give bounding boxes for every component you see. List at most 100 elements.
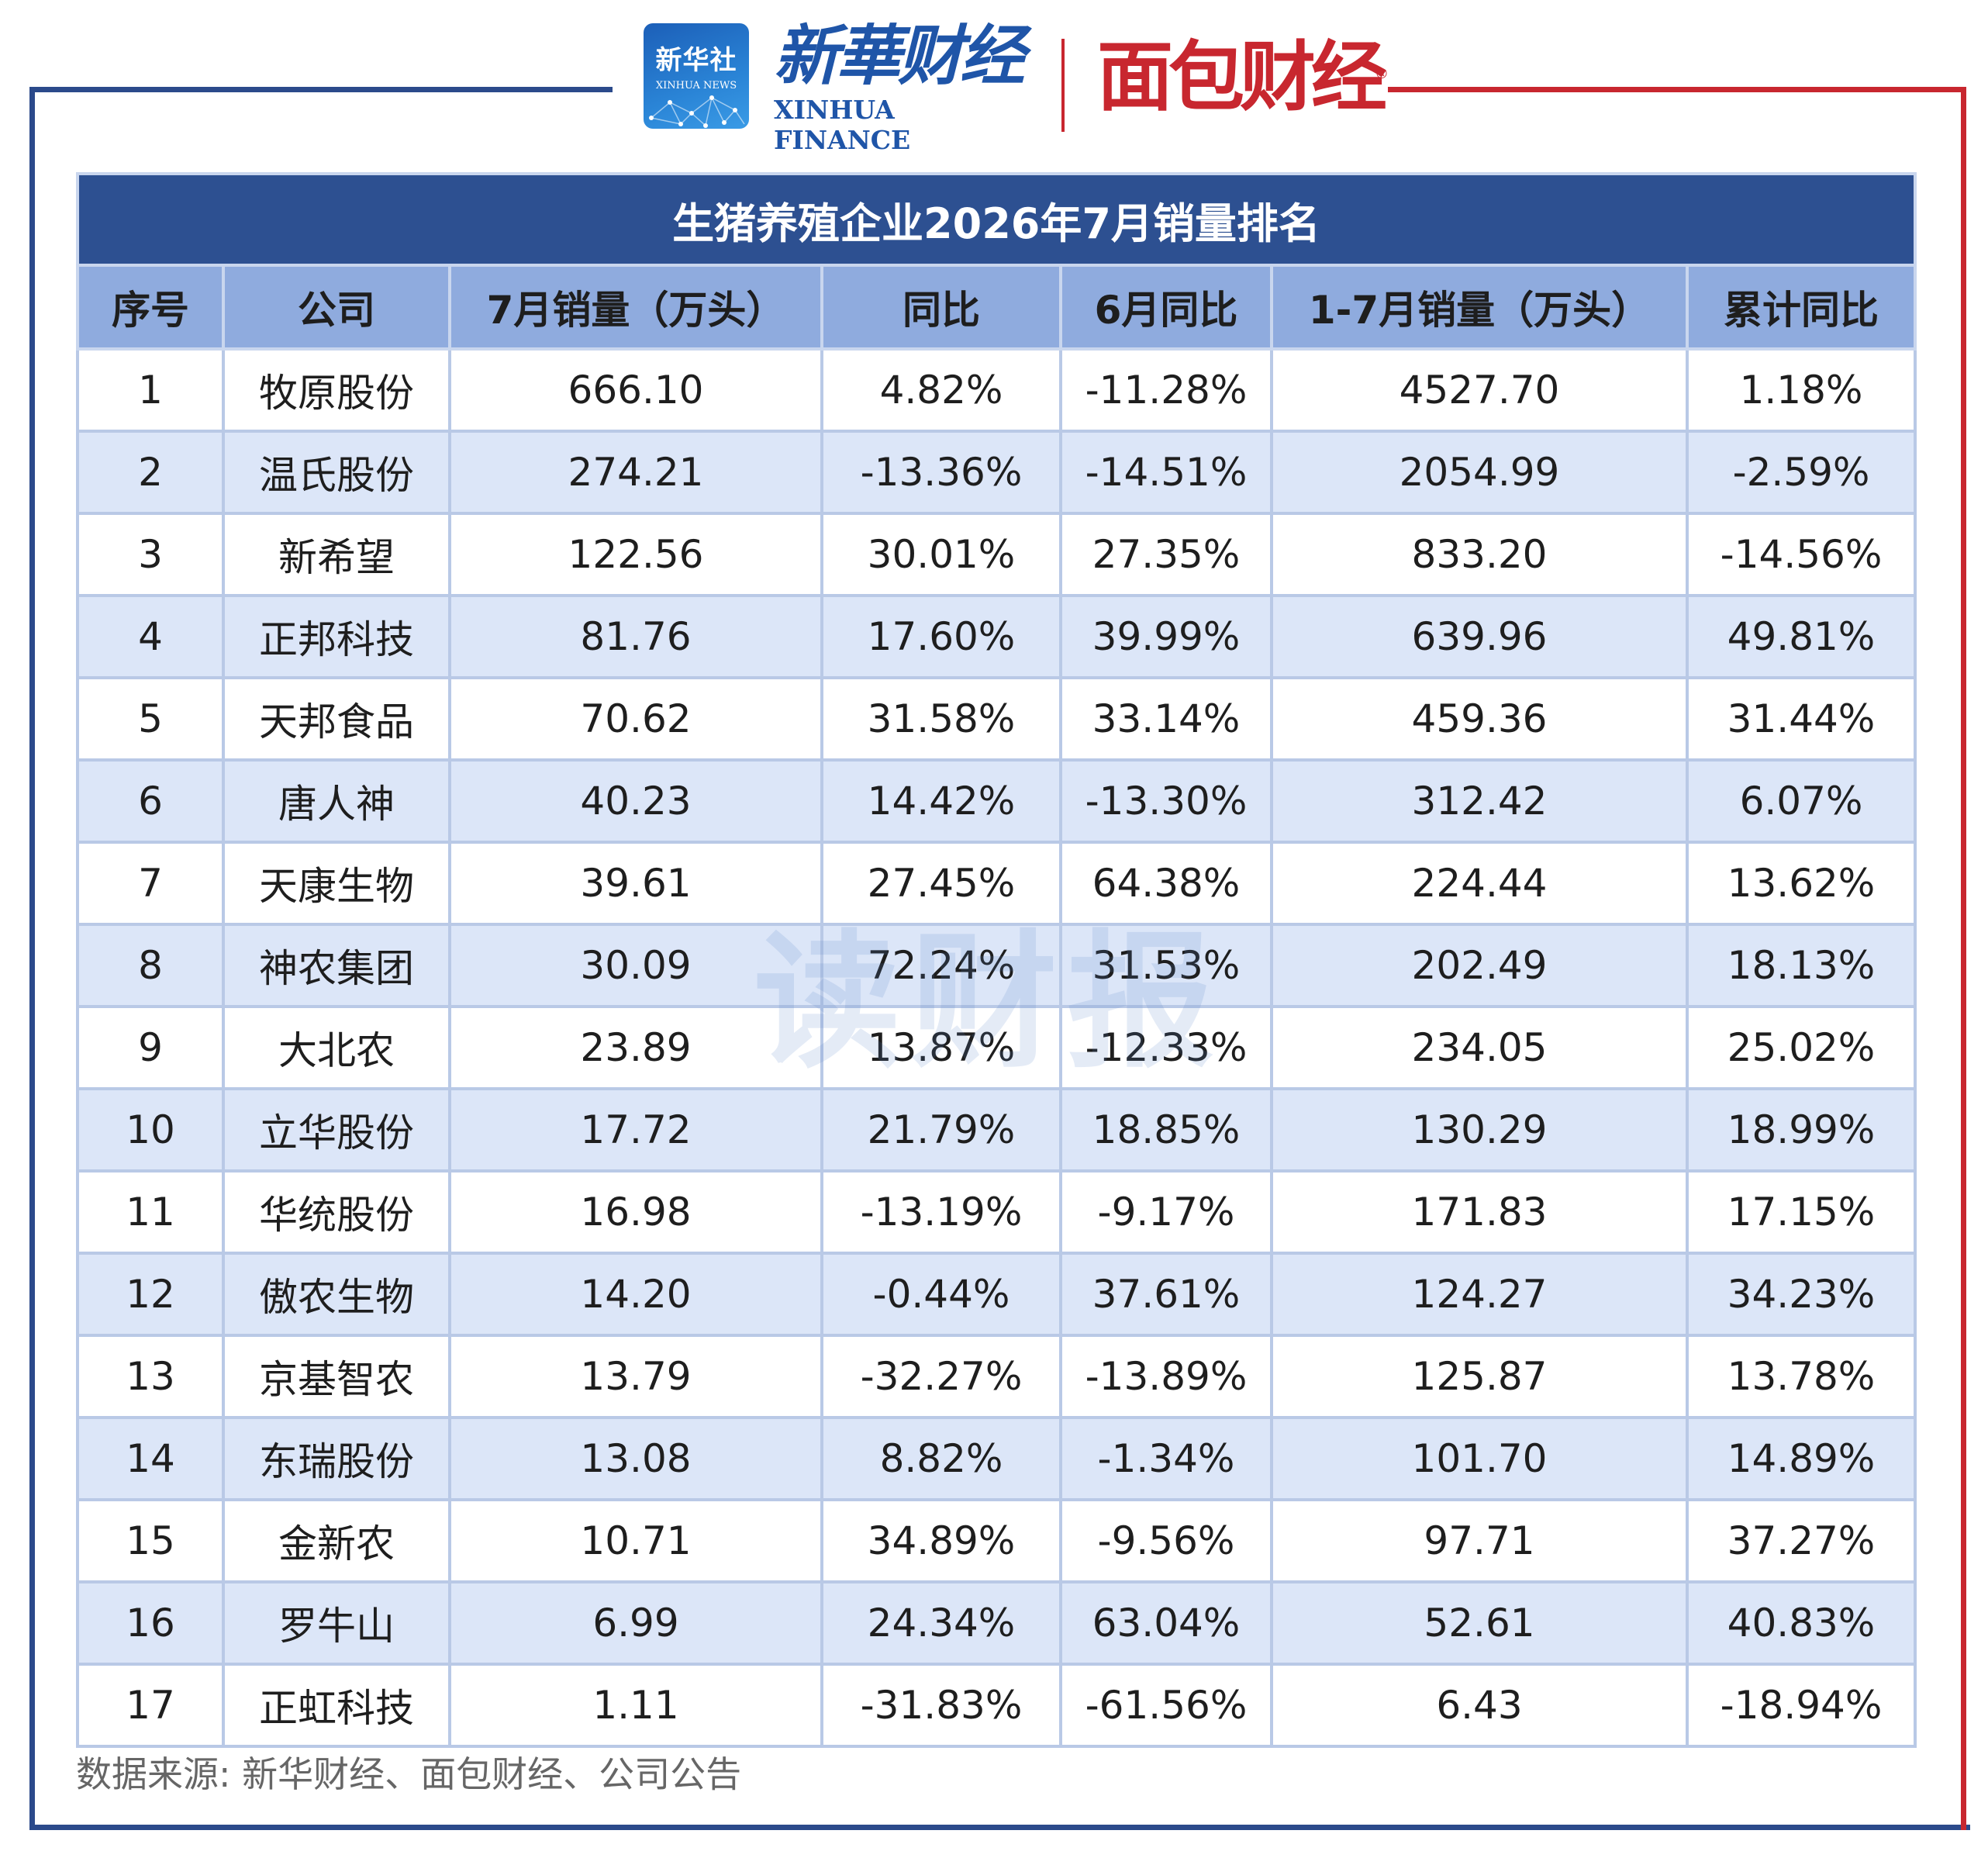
table-cell: -9.17% (1059, 1169, 1273, 1255)
mianbao-finance-logo: 面包财经 ® (1097, 33, 1389, 122)
table-cell: 27.35% (1059, 512, 1273, 597)
table-cell: 3 (76, 512, 225, 597)
table-cell: 34.89% (820, 1498, 1062, 1583)
table-row: 10 立华股份 17.72 21.79% 18.85% 130.29 18.99% (76, 1087, 1917, 1172)
table-row: 4 正邦科技 81.76 17.60% 39.99% 639.96 49.81% (76, 594, 1917, 679)
table-cell: 正邦科技 (222, 594, 451, 679)
table-cell: 17.15% (1685, 1169, 1917, 1255)
column-header: 6月同比 (1059, 264, 1273, 351)
table-cell: 70.62 (448, 676, 823, 762)
logo-divider (1061, 39, 1065, 132)
table-cell: 18.85% (1059, 1087, 1273, 1172)
table-cell: 224.44 (1270, 841, 1689, 926)
table-cell: 6.43 (1270, 1663, 1689, 1748)
table-cell: 天康生物 (222, 841, 451, 926)
table-cell: 唐人神 (222, 758, 451, 844)
table-cell: 10 (76, 1087, 225, 1172)
table-cell: 130.29 (1270, 1087, 1689, 1172)
table-cell: -11.28% (1059, 347, 1273, 433)
table-cell: 5 (76, 676, 225, 762)
table-cell: 274.21 (448, 430, 823, 515)
table-cell: 京基智农 (222, 1334, 451, 1419)
table-cell: 171.83 (1270, 1169, 1689, 1255)
table-cell: 神农集团 (222, 923, 451, 1008)
table-cell: 666.10 (448, 347, 823, 433)
column-header: 1-7月销量（万头） (1270, 264, 1689, 351)
table-cell: 459.36 (1270, 676, 1689, 762)
frame-top-right-line (1388, 87, 1966, 92)
table-cell: 傲农生物 (222, 1252, 451, 1337)
table-cell: 6.99 (448, 1580, 823, 1666)
table-cell: 大北农 (222, 1005, 451, 1090)
table-cell: 72.24% (820, 923, 1062, 1008)
table-cell: 833.20 (1270, 512, 1689, 597)
table-cell: -1.34% (1059, 1416, 1273, 1501)
table-cell: 16.98 (448, 1169, 823, 1255)
table-cell: 49.81% (1685, 594, 1917, 679)
table-cell: 13.62% (1685, 841, 1917, 926)
table-cell: 12 (76, 1252, 225, 1337)
table-cell: 1 (76, 347, 225, 433)
table-cell: 14.89% (1685, 1416, 1917, 1501)
xinhua-finance-logo: 新華财经 XINHUA FINANCE (774, 17, 1025, 156)
table-row: 13 京基智农 13.79 -32.27% -13.89% 125.87 13.78% (76, 1334, 1917, 1419)
table-row: 12 傲农生物 14.20 -0.44% 37.61% 124.27 34.23% (76, 1252, 1917, 1337)
table-row: 9 大北农 23.89 13.87% -12.33% 234.05 25.02% (76, 1005, 1917, 1090)
table-cell: 31.58% (820, 676, 1062, 762)
table-cell: 2054.99 (1270, 430, 1689, 515)
table-cell: 7 (76, 841, 225, 926)
table-cell: -13.30% (1059, 758, 1273, 844)
table-body: 1 牧原股份 666.10 4.82% -11.28% 4527.70 1.18% 2 温氏股份… (76, 347, 1917, 1748)
table-cell: 14.42% (820, 758, 1062, 844)
table-cell: 4.82% (820, 347, 1062, 433)
table-cell: -9.56% (1059, 1498, 1273, 1583)
table-cell: 63.04% (1059, 1580, 1273, 1666)
table-cell: 6 (76, 758, 225, 844)
table-cell: 罗牛山 (222, 1580, 451, 1666)
table-cell: 124.27 (1270, 1252, 1689, 1337)
table-row: 3 新希望 122.56 30.01% 27.35% 833.20 -14.56% (76, 512, 1917, 597)
table-cell: 牧原股份 (222, 347, 451, 433)
ranking-table: 生猪养殖企业2026年7月销量排名 序号 公司 7月销量（万头） 同比 6月同比 1-7月… (75, 172, 1917, 1748)
table-row: 6 唐人神 40.23 14.42% -13.30% 312.42 6.07% (76, 758, 1917, 844)
table-cell: 81.76 (448, 594, 823, 679)
table-cell: 天邦食品 (222, 676, 451, 762)
column-header: 累计同比 (1685, 264, 1917, 351)
ranking-table-container: 生猪养殖企业2026年7月销量排名 序号 公司 7月销量（万头） 同比 6月同比 1-7月… (75, 172, 1917, 1748)
table-cell: -13.19% (820, 1169, 1062, 1255)
table-cell: 13.08 (448, 1416, 823, 1501)
xinhuashe-logo: 新华社 XINHUA NEWS (644, 23, 749, 129)
table-cell: 温氏股份 (222, 430, 451, 515)
table-cell: -2.59% (1685, 430, 1917, 515)
table-cell: 17.72 (448, 1087, 823, 1172)
table-cell: 39.61 (448, 841, 823, 926)
table-cell: 30.01% (820, 512, 1062, 597)
table-cell: -32.27% (820, 1334, 1062, 1419)
table-cell: 40.23 (448, 758, 823, 844)
table-cell: 4527.70 (1270, 347, 1689, 433)
table-cell: 1.18% (1685, 347, 1917, 433)
table-cell: 东瑞股份 (222, 1416, 451, 1501)
table-cell: 234.05 (1270, 1005, 1689, 1090)
column-header: 同比 (820, 264, 1062, 351)
table-cell: 17.60% (820, 594, 1062, 679)
table-cell: 8.82% (820, 1416, 1062, 1501)
table-cell: 9 (76, 1005, 225, 1090)
table-cell: 34.23% (1685, 1252, 1917, 1337)
data-source-note: 数据来源: 新华财经、面包财经、公司公告 (76, 1753, 742, 1795)
table-cell: -0.44% (820, 1252, 1062, 1337)
table-cell: 101.70 (1270, 1416, 1689, 1501)
network-pattern-icon (649, 95, 745, 128)
table-cell: 17 (76, 1663, 225, 1748)
table-row: 15 金新农 10.71 34.89% -9.56% 97.71 37.27% (76, 1498, 1917, 1583)
column-header: 7月销量（万头） (448, 264, 823, 351)
table-cell: 2 (76, 430, 225, 515)
table-cell: 27.45% (820, 841, 1062, 926)
table-cell: -13.89% (1059, 1334, 1273, 1419)
table-row: 1 牧原股份 666.10 4.82% -11.28% 4527.70 1.18% (76, 347, 1917, 433)
table-cell: 4 (76, 594, 225, 679)
table-cell: 25.02% (1685, 1005, 1917, 1090)
table-cell: -13.36% (820, 430, 1062, 515)
table-cell: 18.99% (1685, 1087, 1917, 1172)
table-cell: 13.79 (448, 1334, 823, 1419)
